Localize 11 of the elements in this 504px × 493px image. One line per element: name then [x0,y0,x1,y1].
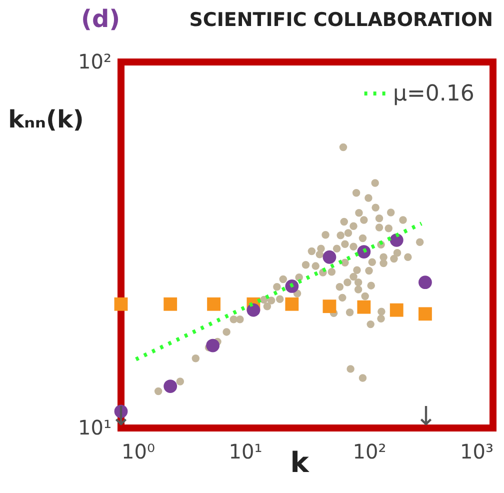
annotation: ↓ [110,402,132,432]
legend-label: μ=0.16 [393,82,474,106]
y-axis-title: kₙₙ(k) [8,106,84,134]
x-axis-title: k [290,446,310,479]
x-tick-label: 10² [352,440,386,464]
x-tick-label: 10³ [460,440,494,464]
annotation: ↓ [415,402,437,432]
text: (d) [81,5,120,33]
chart-title: SCIENTIFIC COLLABORATION [189,9,493,31]
x-tick-label: 10⁰ [122,440,155,464]
x-tick-label: 10¹ [228,440,262,464]
